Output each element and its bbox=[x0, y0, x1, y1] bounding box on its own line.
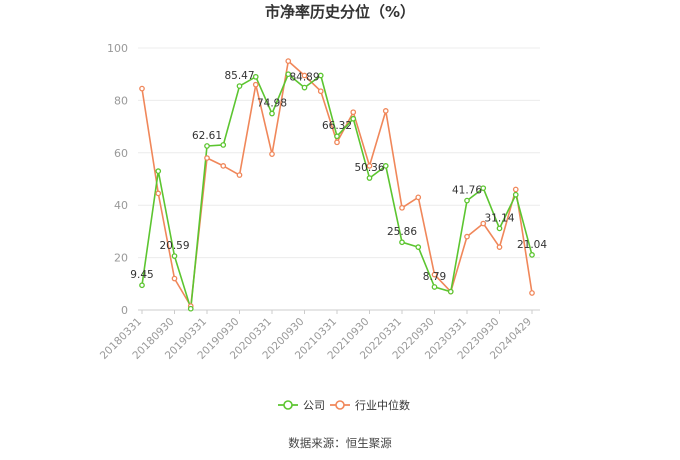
y-tick-label: 40 bbox=[114, 199, 128, 212]
data-point-company bbox=[529, 252, 535, 258]
data-point-company bbox=[447, 288, 454, 295]
data-label: 31.14 bbox=[484, 212, 514, 224]
legend-item-company[interactable]: 公司 bbox=[278, 399, 325, 412]
y-tick-label: 60 bbox=[114, 147, 128, 160]
data-point-company bbox=[350, 115, 357, 122]
y-tick-label: 0 bbox=[121, 304, 128, 317]
data-point-company bbox=[317, 72, 324, 79]
y-tick-label: 80 bbox=[114, 94, 128, 107]
data-point-industry bbox=[301, 72, 308, 79]
data-point-industry bbox=[496, 244, 503, 250]
data-label: 50.36 bbox=[354, 162, 384, 174]
data-label: 84.89 bbox=[289, 72, 319, 84]
grid-lines bbox=[138, 47, 540, 311]
y-axis: 0 20 40 60 80 100 bbox=[107, 42, 128, 317]
data-label: 41.76 bbox=[452, 185, 482, 197]
data-point-industry bbox=[252, 81, 259, 88]
data-point-company bbox=[285, 71, 292, 78]
chart-title: 市净率历史分位（%） bbox=[265, 3, 415, 21]
data-label: 8.79 bbox=[423, 271, 446, 283]
data-point-industry bbox=[139, 85, 145, 92]
data-label: 20.59 bbox=[159, 240, 189, 252]
data-label: 62.61 bbox=[192, 130, 222, 142]
data-label: 74.98 bbox=[257, 98, 287, 110]
legend-marker bbox=[335, 400, 345, 410]
data-point-company bbox=[431, 284, 438, 290]
data-point-company bbox=[399, 239, 405, 246]
legend[interactable]: 公司 行业中位数 bbox=[278, 398, 410, 412]
data-point-company bbox=[252, 73, 259, 80]
legend-label: 公司 bbox=[303, 399, 325, 412]
data-point-company bbox=[415, 244, 422, 250]
data-point-company bbox=[139, 282, 145, 289]
data-point-company bbox=[171, 253, 178, 259]
data-label: 9.45 bbox=[130, 269, 153, 281]
data-point-industry bbox=[317, 88, 324, 95]
data-point-company bbox=[220, 142, 227, 148]
data-point-industry bbox=[220, 163, 227, 169]
data-point-industry bbox=[399, 204, 405, 211]
data-point-company bbox=[382, 163, 389, 169]
y-tick-label: 100 bbox=[107, 42, 128, 55]
data-point-company bbox=[301, 84, 308, 91]
data-label: 25.86 bbox=[387, 226, 417, 238]
data-point-industry bbox=[350, 109, 357, 116]
series-points bbox=[139, 58, 535, 312]
data-point-industry bbox=[236, 172, 243, 178]
y-tick-label: 20 bbox=[114, 252, 128, 265]
data-point-company bbox=[334, 133, 340, 140]
data-point-company bbox=[366, 175, 373, 181]
data-point-company bbox=[155, 168, 162, 174]
data-point-company bbox=[187, 305, 194, 312]
legend-item-industry[interactable]: 行业中位数 bbox=[330, 398, 410, 412]
data-label: 66.32 bbox=[322, 120, 352, 132]
data-point-company bbox=[236, 83, 243, 89]
data-point-company bbox=[512, 191, 519, 198]
data-point-company bbox=[464, 197, 470, 204]
data-labels: 9.45 20.59 62.61 85.47 74.98 84.89 66.32 50.36 2… bbox=[130, 70, 547, 283]
legend-label: 行业中位数 bbox=[355, 398, 410, 412]
data-point-industry bbox=[285, 58, 292, 64]
x-axis: 2018033120180930201903312019093020200331… bbox=[98, 310, 534, 362]
data-point-industry bbox=[480, 220, 487, 227]
data-point-industry bbox=[529, 290, 535, 296]
source-note: 数据来源：恒生聚源 bbox=[288, 436, 392, 450]
data-point-industry bbox=[431, 271, 438, 278]
data-point-industry bbox=[155, 190, 162, 197]
data-point-company bbox=[496, 225, 503, 232]
data-point-industry bbox=[512, 186, 519, 193]
data-label: 85.47 bbox=[224, 70, 254, 82]
data-point-industry bbox=[171, 275, 178, 282]
data-point-industry bbox=[366, 163, 373, 169]
data-point-company bbox=[204, 143, 210, 149]
data-point-industry bbox=[415, 194, 422, 201]
data-point-industry bbox=[334, 139, 340, 146]
data-point-company bbox=[269, 110, 275, 117]
legend-marker bbox=[283, 400, 293, 410]
data-point-industry bbox=[382, 108, 389, 114]
data-point-company bbox=[480, 185, 487, 192]
data-point-industry bbox=[464, 233, 470, 240]
data-point-industry bbox=[204, 155, 210, 161]
data-point-industry bbox=[269, 151, 275, 157]
data-label: 21.04 bbox=[517, 239, 547, 251]
